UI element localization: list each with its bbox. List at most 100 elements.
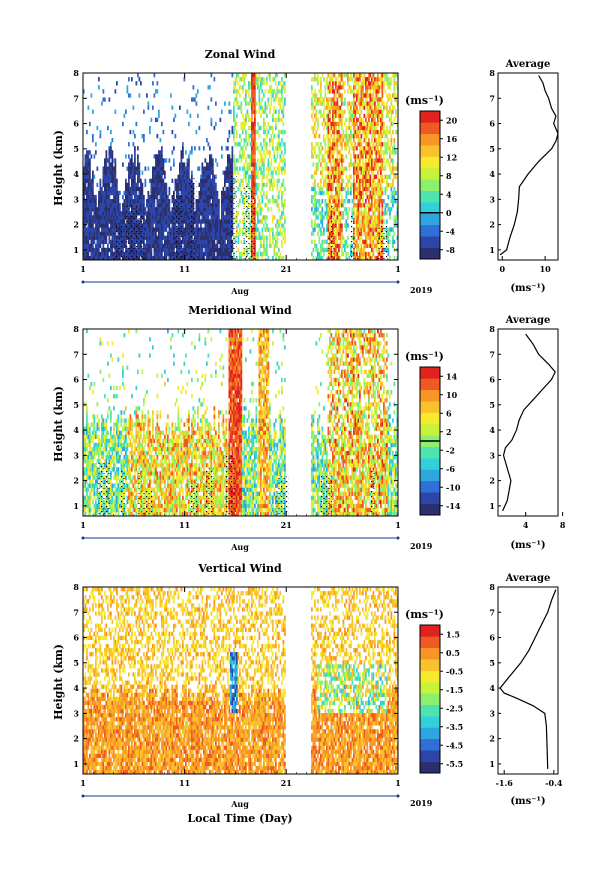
heatmap-cell (83, 446, 85, 452)
heatmap-cell (329, 227, 331, 232)
heatmap-cell (234, 81, 237, 86)
heatmap-cell (134, 170, 136, 175)
heatmap-cell (267, 121, 270, 127)
heatmap-cell (216, 211, 219, 216)
heatmap-cell (147, 219, 150, 224)
heatmap-cell (353, 190, 355, 196)
heatmap-cell (143, 138, 145, 143)
heatmap-cell (147, 207, 150, 212)
heatmap-cell (315, 211, 318, 216)
heatmap-cell (278, 97, 280, 102)
heatmap-cell (147, 105, 150, 110)
heatmap-cell (99, 129, 102, 135)
heatmap-cell (350, 105, 352, 110)
heatmap-cell (84, 499, 87, 505)
heatmap-cell (114, 190, 117, 196)
heatmap-cell (248, 166, 250, 171)
heatmap-cell (162, 223, 165, 228)
heatmap-cell (110, 190, 112, 196)
heatmap-cell (113, 243, 115, 249)
heatmap-cell (227, 138, 229, 143)
heatmap-cell (377, 129, 379, 135)
heatmap-cell (209, 219, 211, 224)
heatmap-cell (324, 117, 327, 123)
heatmap-cell (311, 239, 313, 244)
heatmap-cell (386, 178, 388, 184)
heatmap-cell (122, 215, 124, 220)
heatmap-cell (183, 162, 186, 167)
heatmap-cell (246, 101, 249, 106)
heatmap-cell (225, 178, 228, 184)
heatmap-cell (111, 154, 114, 159)
heatmap-cell (135, 199, 138, 204)
heatmap-cell (246, 162, 249, 167)
heatmap-cell (369, 162, 372, 167)
heatmap-cell (278, 113, 280, 118)
heatmap-cell (221, 239, 223, 244)
heatmap-cell (338, 85, 340, 90)
heatmap-cell (170, 247, 172, 253)
heatmap-cell (87, 178, 90, 184)
heatmap-cell (371, 227, 373, 232)
heatmap-cell (260, 154, 262, 159)
heatmap-cell (375, 199, 378, 204)
heatmap-cell (104, 174, 106, 179)
heatmap-cell (234, 162, 237, 167)
heatmap-cell (86, 243, 88, 249)
heatmap-cell (149, 227, 151, 232)
heatmap-cell (386, 182, 388, 188)
heatmap-cell (281, 215, 283, 220)
heatmap-cell (320, 182, 322, 188)
heatmap-cell (164, 223, 166, 228)
heatmap-cell (203, 235, 205, 240)
heatmap-cell (116, 182, 118, 188)
heatmap-cell (270, 158, 273, 163)
heatmap-cell (156, 81, 159, 86)
heatmap-cell (243, 77, 246, 82)
heatmap-cell (381, 166, 384, 171)
heatmap-cell (87, 203, 90, 208)
heatmap-cell (162, 186, 165, 192)
heatmap-cell (347, 235, 349, 240)
heatmap-cell (138, 170, 141, 175)
heatmap-cell (389, 166, 391, 171)
heatmap-cell (279, 146, 282, 151)
profile-line (499, 75, 559, 256)
heatmap-cell (341, 186, 343, 192)
heatmap-cell (381, 93, 384, 98)
heatmap-cell (269, 178, 271, 184)
heatmap-cell (251, 113, 253, 118)
heatmap-cell (339, 158, 342, 163)
heatmap-cell (371, 247, 373, 253)
heatmap-cell (95, 223, 97, 228)
heatmap-cell (152, 223, 154, 228)
heatmap-cell (276, 235, 279, 240)
heatmap-cell (357, 223, 360, 228)
heatmap-cell (344, 199, 346, 204)
heatmap-cell (350, 73, 352, 78)
heatmap-cell (137, 154, 139, 159)
heatmap-cell (105, 199, 108, 204)
heatmap-cell (251, 105, 253, 110)
heatmap-cell (240, 138, 243, 143)
heatmap-cell (186, 178, 189, 184)
heatmap-cell (116, 186, 118, 192)
heatmap-cell (327, 178, 330, 184)
heatmap-cell (369, 203, 372, 208)
heatmap-cell (369, 146, 372, 151)
heatmap-cell (207, 170, 210, 175)
heatmap-cell (345, 73, 348, 78)
heatmap-cell (273, 243, 276, 249)
heatmap-cell (360, 109, 363, 114)
heatmap-cell (203, 215, 205, 220)
heatmap-cell (263, 243, 265, 249)
heatmap-cell (152, 203, 154, 208)
heatmap-cell (374, 133, 376, 139)
heatmap-cell (87, 235, 90, 240)
heatmap-cell (366, 97, 369, 102)
heatmap-cell (314, 207, 316, 212)
heatmap-cell (273, 150, 276, 155)
heatmap-cell (377, 199, 379, 204)
heatmap-cell (96, 211, 99, 216)
heatmap-cell (137, 227, 139, 232)
